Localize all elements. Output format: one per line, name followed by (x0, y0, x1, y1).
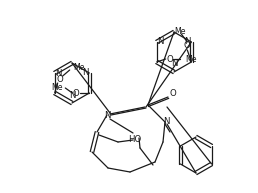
Text: Me: Me (51, 82, 62, 91)
Text: N: N (69, 91, 75, 100)
Text: N: N (55, 69, 62, 78)
Text: Me: Me (175, 26, 186, 36)
Text: Me: Me (74, 63, 85, 73)
Text: Me: Me (186, 54, 197, 63)
Text: N: N (104, 111, 110, 119)
Text: O: O (166, 54, 173, 63)
Text: O: O (170, 89, 176, 97)
Text: O: O (56, 75, 63, 85)
Text: O: O (73, 89, 80, 97)
Text: N: N (171, 59, 177, 69)
Text: O: O (184, 41, 191, 51)
Text: N: N (82, 69, 88, 78)
Text: N: N (163, 118, 169, 126)
Text: HO: HO (128, 135, 142, 144)
Text: N: N (157, 37, 164, 47)
Text: N: N (184, 37, 191, 47)
